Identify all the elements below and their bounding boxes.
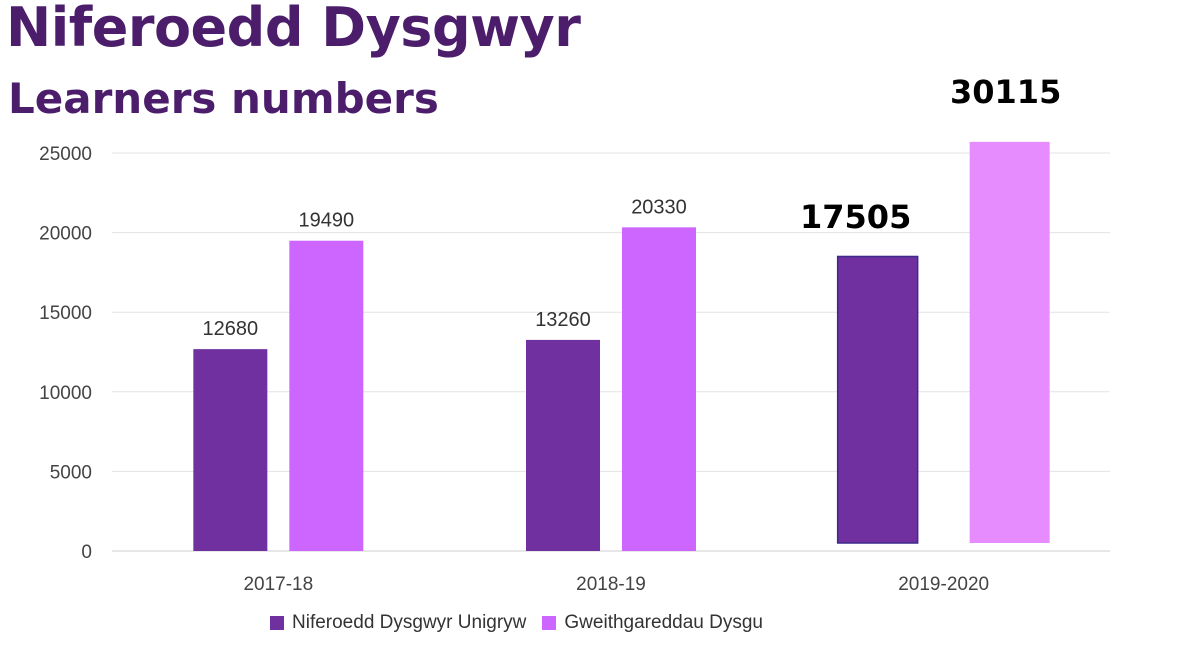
y-tick-label: 20000 [39, 224, 92, 245]
x-tick-label: 2017-18 [243, 574, 313, 595]
legend-label-unique-learners: Niferoedd Dysgwyr Unigryw [292, 612, 527, 633]
y-tick-label: 0 [81, 542, 92, 563]
bar-learning-activities [969, 141, 1050, 543]
chart-legend: Niferoedd Dysgwyr Unigryw Gweithgareddau… [270, 612, 763, 634]
bar-learning-activities [289, 240, 364, 552]
chart-subtitle: Learners numbers [8, 74, 439, 123]
legend-swatch-learning-activities [542, 616, 557, 630]
data-label: 13260 [535, 309, 591, 331]
y-tick-label: 5000 [50, 462, 92, 483]
bar-unique-learners [836, 255, 919, 544]
data-label: 17505 [800, 198, 911, 236]
bar-unique-learners [193, 349, 268, 551]
legend-item-unique-learners: Niferoedd Dysgwyr Unigryw [270, 612, 526, 634]
bar-learning-activities [622, 227, 696, 551]
data-label: 20330 [631, 196, 687, 218]
y-tick-label: 15000 [39, 303, 92, 324]
data-label: 19490 [299, 210, 355, 232]
x-tick-label: 2019-2020 [898, 574, 989, 595]
legend-swatch-unique-learners [270, 616, 284, 630]
y-tick-label: 25000 [39, 144, 92, 165]
bar-unique-learners [526, 339, 600, 551]
legend-item-learning-activities: Gweithgareddau Dysgu [542, 612, 763, 634]
y-tick-label: 10000 [39, 383, 92, 404]
data-label: 12680 [203, 318, 259, 340]
legend-label-learning-activities: Gweithgareddau Dysgu [564, 612, 763, 633]
x-tick-label: 2018-19 [576, 574, 646, 595]
chart-title: Niferoedd Dysgwyr [6, 0, 581, 59]
data-label: 30115 [950, 73, 1061, 111]
